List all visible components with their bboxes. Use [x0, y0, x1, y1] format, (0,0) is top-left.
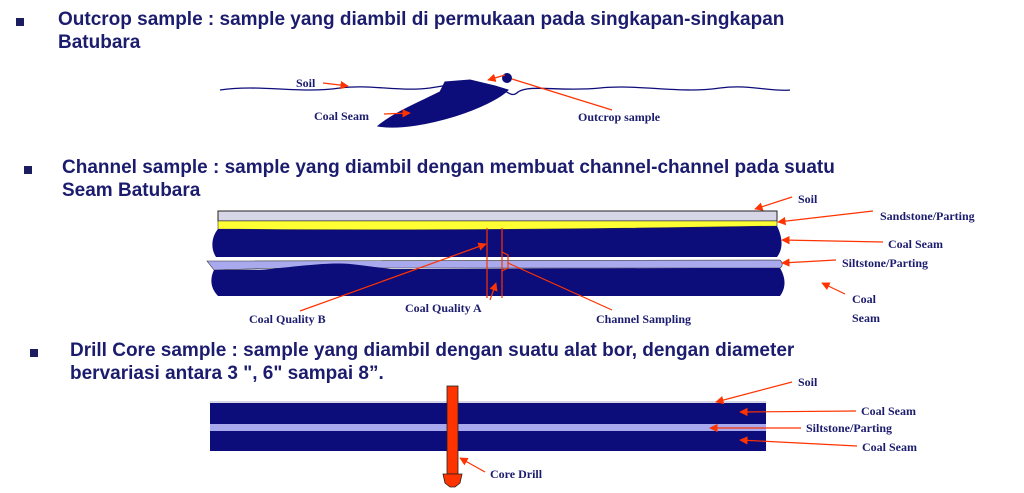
- drill-siltstone-label: Siltstone/Parting: [806, 421, 892, 435]
- channel-sampling-arrow: [507, 262, 613, 311]
- outcrop-heading-line1: Outcrop sample : sample yang diambil di …: [58, 9, 785, 30]
- channel-siltstone-arrow: [781, 258, 837, 267]
- outcrop-coal-seam: [376, 79, 509, 128]
- outcrop-coal-seam-arrow: [383, 109, 411, 118]
- outcrop-heading-line2: Batubara: [58, 32, 141, 53]
- channel-siltstone-label: Siltstone/Parting: [842, 256, 928, 270]
- channel-coal-seam-upper: [212, 226, 782, 257]
- channel-coal-seam-lower-arrow: [821, 282, 846, 295]
- drill-core-diagram: Soil Coal Seam Siltstone/Parting Coal Se…: [210, 375, 917, 488]
- channel-coal-quality-a-arrow: [489, 282, 498, 301]
- outcrop-coal-seam-label: Coal Seam: [314, 109, 369, 123]
- channel-heading-line1: Channel sample : sample yang diambil den…: [62, 157, 835, 178]
- outcrop-heading: Outcrop sample : sample yang diambil di …: [58, 8, 784, 54]
- channel-soil-layer: [217, 210, 778, 222]
- drill-coal-seam-lower-label: Coal Seam: [862, 440, 917, 454]
- outcrop-sample-arrow-left: [487, 73, 506, 82]
- bullet-channel: [24, 166, 32, 174]
- channel-sampling-label: Channel Sampling: [596, 312, 691, 326]
- drill-core-bit: [442, 473, 463, 488]
- drill-core-rod: [446, 385, 459, 475]
- outcrop-sample-label: Outcrop sample: [578, 110, 661, 124]
- channel-soil-arrow: [754, 196, 793, 211]
- channel-heading: Channel sample : sample yang diambil den…: [62, 156, 835, 202]
- outcrop-soil-label: Soil: [296, 76, 316, 90]
- channel-coal-seam-lower-label-line2: Seam: [852, 311, 880, 325]
- drill-coal-seam-lower: [210, 431, 766, 451]
- channel-coal-seam-lower-label: Coal Seam: [852, 292, 880, 325]
- channel-coal-seam-upper-label: Coal Seam: [888, 237, 943, 251]
- drill-core-heading: Drill Core sample : sample yang diambil …: [70, 339, 794, 385]
- outcrop-ground-line: [219, 83, 791, 96]
- channel-coal-seam-lower: [211, 268, 785, 296]
- drill-siltstone-layer: [210, 424, 766, 431]
- channel-coal-seam-lower-label-line1: Coal: [852, 292, 877, 306]
- channel-sandstone-layer: [217, 220, 778, 231]
- channel-coal-seam-upper-arrow: [781, 235, 884, 245]
- bullet-drill-core: [30, 349, 38, 357]
- drill-core-drill-label: Core Drill: [490, 467, 543, 481]
- channel-soil-label: Soil: [798, 192, 818, 206]
- channel-diagram: Soil Sandstone/Parting Coal Seam Siltsto…: [206, 192, 975, 326]
- channel-coal-quality-a-label: Coal Quality A: [405, 301, 482, 315]
- channel-coal-quality-b-label: Coal Quality B: [249, 312, 326, 326]
- outcrop-sample-arrow-right: [511, 78, 613, 111]
- drill-coal-seam-upper-label: Coal Seam: [861, 404, 916, 418]
- drill-core-drill-arrow: [459, 457, 486, 473]
- channel-sandstone-label: Sandstone/Parting: [880, 209, 975, 223]
- outcrop-sample-dot: [502, 73, 512, 83]
- drill-coal-seam-upper: [210, 402, 766, 424]
- channel-parting-bump: [260, 263, 400, 270]
- channel-sandstone-arrow: [777, 210, 874, 226]
- bullet-outcrop: [16, 18, 24, 26]
- drill-coal-seam-lower-arrow: [739, 436, 858, 447]
- drill-core-heading-line2: bervariasi antara 3 ", 6" sampai 8”.: [70, 363, 384, 384]
- drill-core-heading-line1: Drill Core sample : sample yang diambil …: [70, 340, 795, 361]
- channel-coal-quality-b-arrow: [299, 242, 487, 312]
- outcrop-diagram: Soil Coal Seam Outcrop sample: [219, 73, 791, 128]
- channel-heading-line2: Seam Batubara: [62, 180, 201, 201]
- drill-coal-seam-upper-arrow: [739, 407, 857, 417]
- drill-soil-label: Soil: [798, 375, 818, 389]
- outcrop-soil-arrow: [322, 80, 349, 90]
- channel-sampling-bracket: [501, 251, 509, 272]
- drill-soil-arrow: [715, 381, 793, 405]
